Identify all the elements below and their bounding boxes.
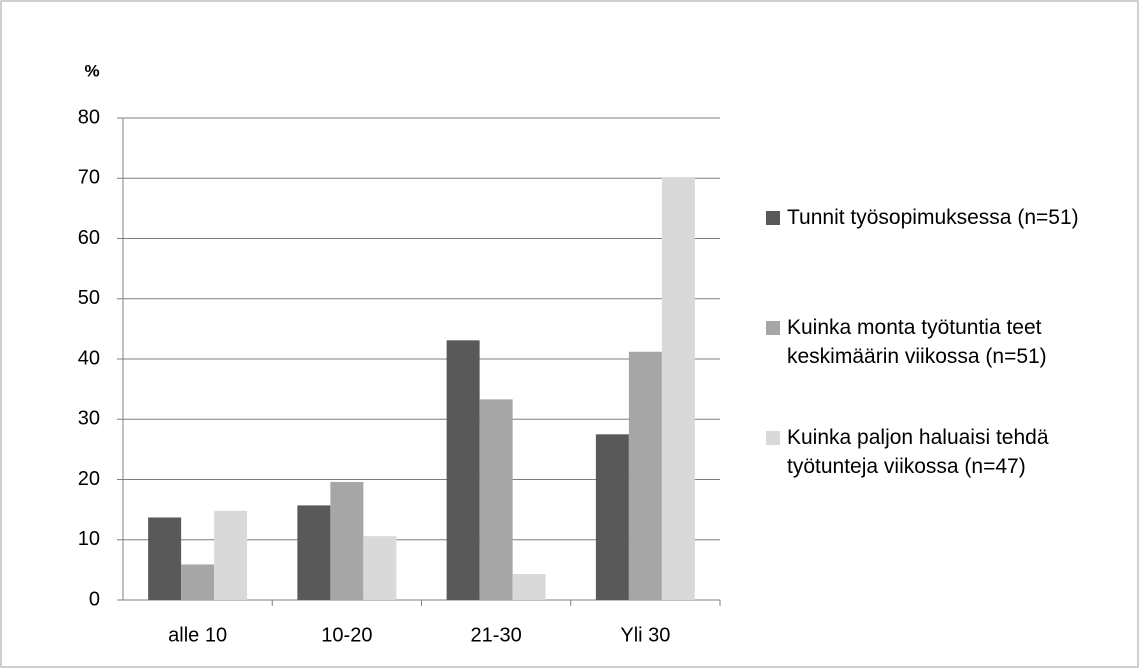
y-tick-label: 60 (78, 227, 100, 249)
legend-label: Tunnit työsopimuksessa (n=51) (787, 206, 1079, 229)
y-axis-label: % (84, 61, 99, 80)
y-tick-label: 0 (89, 588, 100, 610)
y-tick-label: 40 (78, 347, 100, 369)
legend-item: Kuinka paljon haluaisi tehdä työtunteja … (766, 423, 1116, 481)
x-tick-label: Yli 30 (620, 624, 670, 646)
y-tick-label: 50 (78, 287, 100, 309)
y-tick-label: 70 (78, 167, 100, 189)
x-tick-label: 10-20 (321, 624, 372, 646)
bar (628, 351, 662, 600)
bar (297, 505, 331, 600)
bar (181, 564, 215, 600)
legend-swatch (766, 431, 780, 445)
legend-swatch (766, 321, 780, 335)
legend-item: Tunnit työsopimuksessa (n=51) (766, 203, 1116, 232)
x-tick-label: alle 10 (168, 624, 227, 646)
bar (661, 177, 695, 601)
legend-swatch (766, 211, 780, 225)
legend-label: Kuinka monta työtuntia teet keskimäärin … (787, 316, 1047, 368)
y-tick-label: 30 (78, 408, 100, 430)
y-tick-label: 20 (78, 468, 100, 490)
bar (330, 481, 364, 600)
bar (446, 340, 480, 600)
bar (214, 510, 248, 600)
bar (512, 574, 546, 600)
y-tick-label: 10 (78, 528, 100, 550)
x-tick-label: 21-30 (471, 624, 522, 646)
bar (148, 517, 182, 600)
bar (479, 399, 513, 600)
legend-label: Kuinka paljon haluaisi tehdä työtunteja … (787, 426, 1049, 478)
bar (595, 434, 629, 600)
bar (363, 536, 397, 600)
legend-item: Kuinka monta työtuntia teet keskimäärin … (766, 313, 1116, 371)
y-tick-label: 80 (78, 106, 100, 128)
